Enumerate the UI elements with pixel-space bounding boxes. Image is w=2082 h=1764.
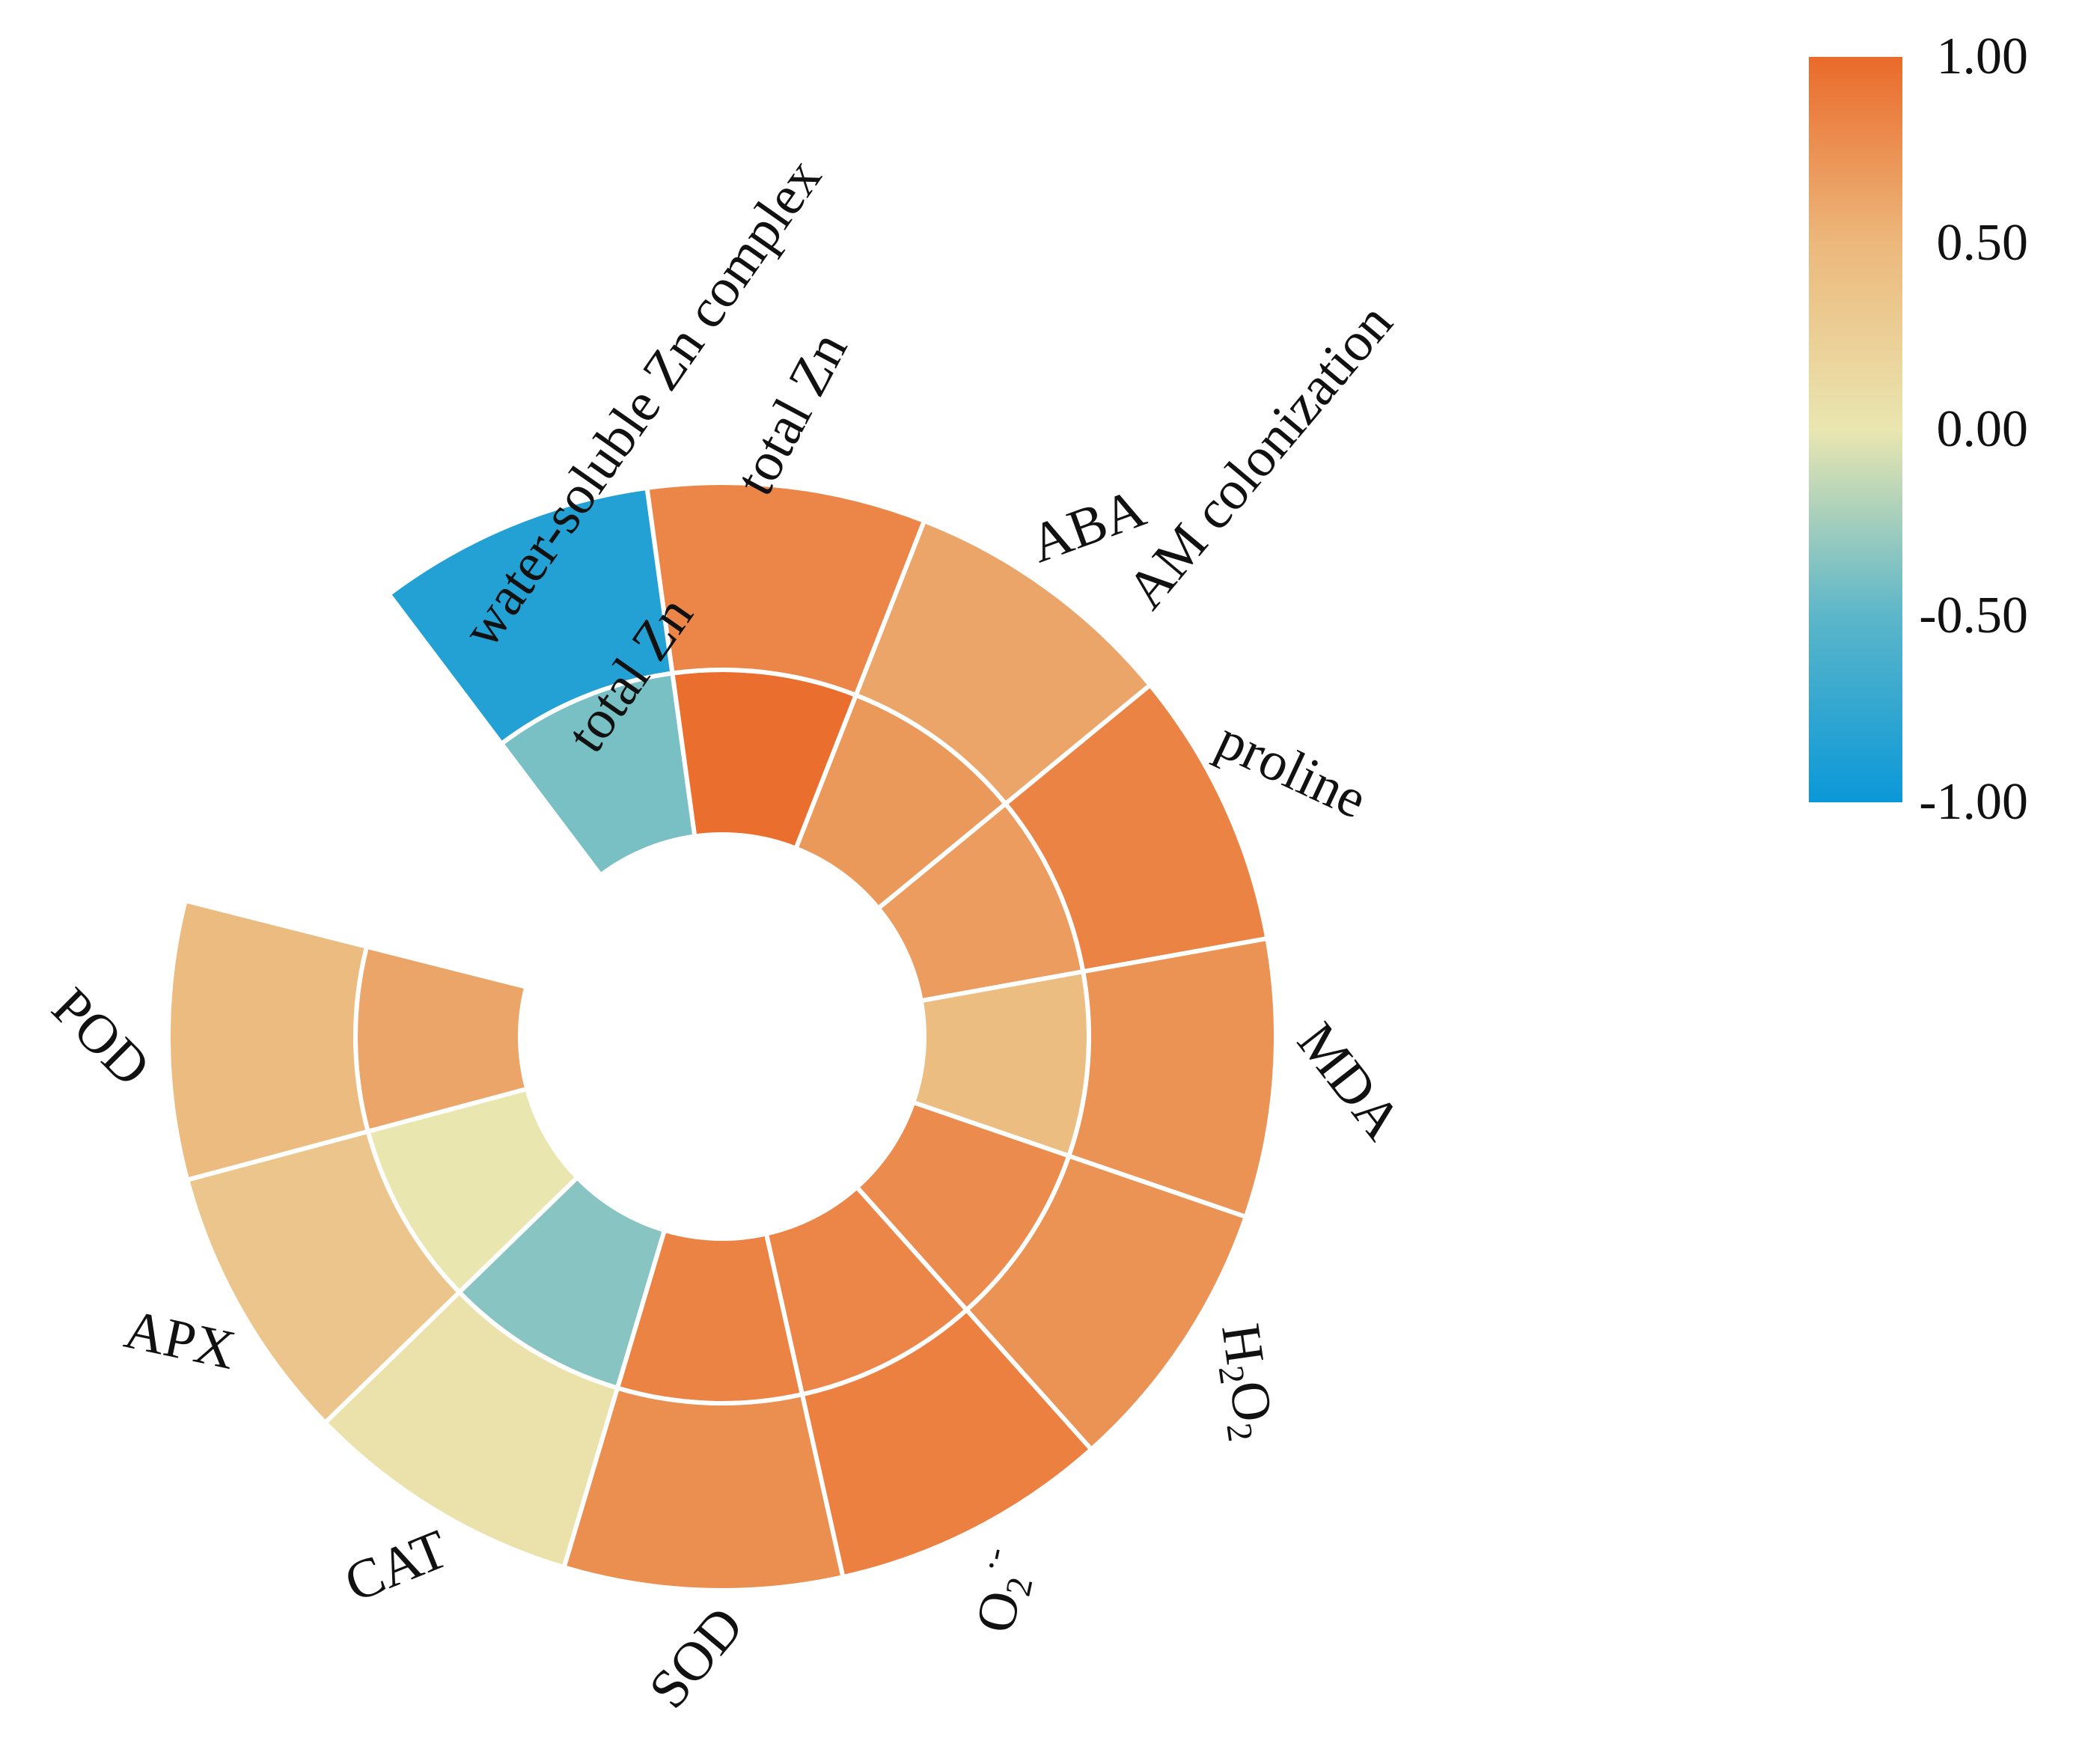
category-label-8: APX xyxy=(120,1298,241,1382)
category-label-6: SOD xyxy=(638,1596,756,1720)
colorbar-ticks: 1.00 0.50 0.00 -0.50 -1.00 xyxy=(1919,28,2028,831)
colorbar-tick-3: -0.50 xyxy=(1919,587,2028,644)
category-label-2: proline xyxy=(1208,709,1376,831)
category-label-0: total Zn xyxy=(724,323,859,505)
colorbar-tick-2: 0.00 xyxy=(1937,400,2029,458)
colorbar-gradient xyxy=(1809,57,1902,802)
category-label-7: CAT xyxy=(337,1518,457,1614)
category-label-5: O2·- xyxy=(959,1544,1046,1639)
first-column-label: AM colonization xyxy=(1115,293,1404,620)
category-label-4: H2O2 xyxy=(1205,1320,1286,1444)
colorbar-tick-4: -1.00 xyxy=(1919,773,2028,831)
category-label-3: MDA xyxy=(1286,1011,1414,1151)
category-label-9: POD xyxy=(40,977,162,1099)
colorbar: 1.00 0.50 0.00 -0.50 -1.00 xyxy=(1809,28,2028,831)
colorbar-tick-1: 0.50 xyxy=(1937,214,2029,272)
cell-pod-outer xyxy=(166,897,371,1183)
heatmap-cells xyxy=(166,480,1278,1593)
colorbar-tick-0: 1.00 xyxy=(1937,28,2029,85)
